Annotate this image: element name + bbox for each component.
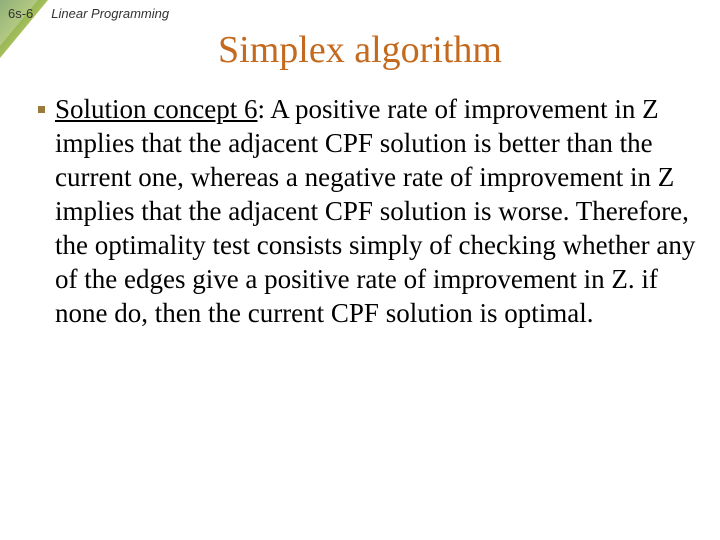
- slide-title: Simplex algorithm: [0, 28, 720, 72]
- chapter-name: Linear Programming: [51, 6, 169, 21]
- body-text: Solution concept 6: A positive rate of i…: [38, 92, 696, 330]
- header-bar: 6s-6 Linear Programming: [0, 0, 720, 26]
- concept-text: : A positive rate of improvement in Z im…: [55, 94, 695, 328]
- concept-label: Solution concept 6: [55, 94, 257, 124]
- bullet-content: Solution concept 6: A positive rate of i…: [55, 92, 696, 330]
- slide-number: 6s-6: [8, 6, 33, 21]
- bullet-item: Solution concept 6: A positive rate of i…: [38, 92, 696, 330]
- slide: 6s-6 Linear Programming Simplex algorith…: [0, 0, 720, 540]
- bullet-icon: [38, 106, 45, 113]
